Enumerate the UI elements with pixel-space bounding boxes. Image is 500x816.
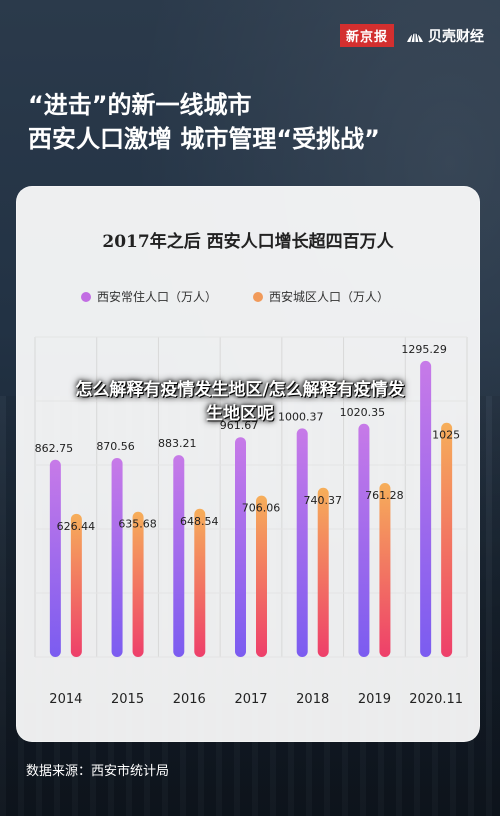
- x-tick-label-2017: 2017: [234, 692, 267, 707]
- legend-item-urban: 西安城区人口（万人）: [253, 288, 389, 305]
- bar-urban-2020.11: [441, 422, 453, 657]
- x-tick-label-2016: 2016: [173, 692, 206, 707]
- bar-permanent-2020.11: [420, 360, 432, 657]
- data-label-urban-2014: 626.44: [57, 520, 96, 533]
- data-label-permanent-2020.11: 1295.29: [401, 343, 447, 356]
- data-label-urban-2017: 706.06: [242, 502, 281, 515]
- data-label-permanent-2017: 961.67: [220, 419, 259, 432]
- headline-line-1: “进击”的新一线城市: [28, 91, 252, 119]
- legend-swatch-urban: [253, 291, 264, 302]
- legend-label-permanent: 西安常住人口（万人）: [97, 290, 218, 304]
- data-source: 数据来源：西安市统计局: [26, 764, 170, 779]
- shell-icon: [407, 31, 423, 42]
- bar-permanent-2014: [49, 459, 61, 657]
- bar-permanent-2018: [296, 428, 308, 657]
- data-label-urban-2020.11: 1025: [432, 429, 460, 442]
- bar-permanent-2016: [173, 455, 185, 657]
- overlay-caption: 怎么解释有疫情发生地区/怎么解释有疫情发生地区呢: [75, 380, 405, 424]
- chart-legend: 西安常住人口（万人） 西安城区人口（万人）: [81, 288, 389, 305]
- chart-title: 2017年之后 西安人口增长超四百万人: [102, 232, 394, 252]
- bar-permanent-2019: [358, 423, 370, 657]
- legend-item-permanent: 西安常住人口（万人）: [81, 288, 217, 305]
- x-tick-label-2014: 2014: [49, 692, 82, 707]
- beike-finance-logo: 贝壳财经: [406, 26, 484, 46]
- bar-chart: 862.75 626.44 2014 870.56 635.68 2015 883.21 64…: [34, 336, 468, 707]
- x-tick-label-2020.11: 2020.11: [409, 692, 463, 707]
- headline: “进击”的新一线城市 西安人口激增 城市管理“受挑战”: [28, 88, 380, 156]
- data-label-permanent-2015: 870.56: [96, 440, 135, 453]
- beike-finance-label: 贝壳财经: [428, 28, 484, 45]
- data-label-urban-2016: 648.54: [180, 515, 219, 528]
- newspaper-logo: 新京报: [339, 24, 394, 47]
- bar-urban-2019: [379, 482, 391, 657]
- x-tick-label-2019: 2019: [358, 692, 391, 707]
- bar-urban-2016: [194, 508, 206, 657]
- data-label-urban-2018: 740.37: [303, 494, 342, 507]
- headline-line-2: 西安人口激增 城市管理“受挑战”: [28, 125, 380, 153]
- bar-permanent-2015: [111, 458, 123, 657]
- data-label-permanent-2016: 883.21: [158, 437, 197, 450]
- data-label-permanent-2018: 1000.37: [278, 410, 324, 423]
- data-label-urban-2019: 761.28: [365, 489, 404, 502]
- bar-permanent-2017: [235, 437, 246, 657]
- bar-urban-2017: [256, 495, 267, 657]
- bar-urban-2014: [70, 513, 82, 657]
- chart-panel: 2017年之后 西安人口增长超四百万人 西安常住人口（万人） 西安城区人口（万人…: [16, 186, 480, 742]
- data-label-urban-2015: 635.68: [118, 518, 157, 531]
- legend-label-urban: 西安城区人口（万人）: [269, 290, 390, 304]
- legend-swatch-permanent: [81, 291, 91, 302]
- data-label-permanent-2019: 1020.35: [340, 406, 386, 419]
- x-tick-label-2018: 2018: [296, 692, 329, 707]
- x-tick-label-2015: 2015: [111, 692, 144, 707]
- bar-urban-2018: [317, 487, 329, 657]
- data-label-permanent-2014: 862.75: [35, 442, 74, 455]
- brand-bar: 新京报 贝壳财经: [339, 24, 484, 47]
- bar-urban-2015: [132, 511, 144, 657]
